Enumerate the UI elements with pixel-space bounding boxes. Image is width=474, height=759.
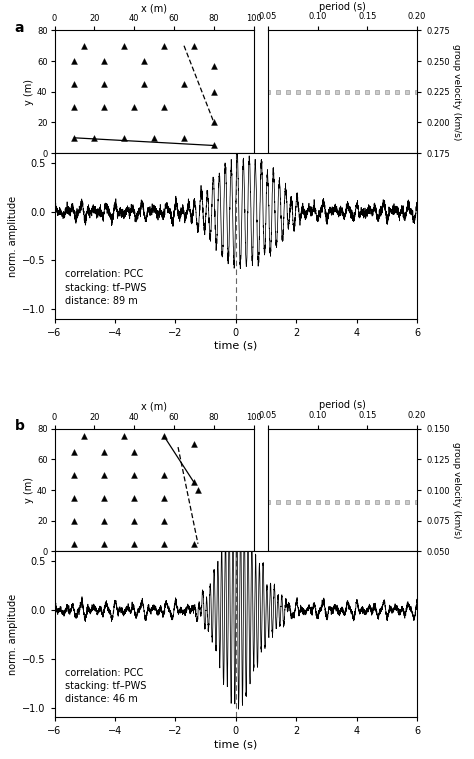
Point xyxy=(71,78,78,90)
Y-axis label: y (m): y (m) xyxy=(24,477,34,503)
Point xyxy=(71,515,78,527)
Point xyxy=(180,132,188,144)
Point xyxy=(71,537,78,550)
Point xyxy=(140,55,148,67)
Point xyxy=(190,537,198,550)
Point xyxy=(120,39,128,52)
Point xyxy=(130,515,138,527)
Point xyxy=(71,132,78,144)
Point xyxy=(130,101,138,113)
X-axis label: x (m): x (m) xyxy=(141,402,167,412)
Point xyxy=(100,446,108,458)
Text: a: a xyxy=(15,20,24,35)
Point xyxy=(160,39,168,52)
Point xyxy=(71,446,78,458)
Point xyxy=(210,116,218,128)
X-axis label: period (s): period (s) xyxy=(319,400,366,410)
Point xyxy=(210,86,218,98)
Point xyxy=(130,492,138,504)
Point xyxy=(140,78,148,90)
Point xyxy=(100,101,108,113)
Point xyxy=(160,101,168,113)
Point xyxy=(130,446,138,458)
Point xyxy=(210,140,218,152)
Y-axis label: norm. amplitude: norm. amplitude xyxy=(8,196,18,276)
Point xyxy=(120,132,128,144)
Point xyxy=(71,468,78,480)
X-axis label: time (s): time (s) xyxy=(214,341,257,351)
Y-axis label: y (m): y (m) xyxy=(24,79,34,105)
Point xyxy=(120,430,128,442)
Point xyxy=(100,515,108,527)
Point xyxy=(100,537,108,550)
Y-axis label: group velocity (km/s): group velocity (km/s) xyxy=(452,442,461,538)
Point xyxy=(180,78,188,90)
Point xyxy=(160,430,168,442)
Y-axis label: group velocity (km/s): group velocity (km/s) xyxy=(452,43,461,140)
Point xyxy=(71,492,78,504)
Point xyxy=(71,55,78,67)
Point xyxy=(100,78,108,90)
Point xyxy=(130,468,138,480)
Point xyxy=(194,484,202,496)
Point xyxy=(130,537,138,550)
Point xyxy=(160,515,168,527)
Y-axis label: norm. amplitude: norm. amplitude xyxy=(8,594,18,675)
X-axis label: x (m): x (m) xyxy=(141,4,167,14)
Point xyxy=(160,537,168,550)
Text: correlation: PCC
stacking: tf–PWS
distance: 89 m: correlation: PCC stacking: tf–PWS distan… xyxy=(65,269,147,306)
Point xyxy=(100,55,108,67)
X-axis label: time (s): time (s) xyxy=(214,739,257,749)
Point xyxy=(91,132,98,144)
Point xyxy=(71,101,78,113)
Point xyxy=(190,39,198,52)
Point xyxy=(81,430,88,442)
Point xyxy=(160,492,168,504)
Point xyxy=(190,438,198,450)
Point xyxy=(100,492,108,504)
Point xyxy=(81,39,88,52)
X-axis label: period (s): period (s) xyxy=(319,2,366,11)
Point xyxy=(210,60,218,72)
Point xyxy=(160,468,168,480)
Point xyxy=(190,477,198,489)
Text: b: b xyxy=(15,419,25,433)
Point xyxy=(100,468,108,480)
Text: correlation: PCC
stacking: tf–PWS
distance: 46 m: correlation: PCC stacking: tf–PWS distan… xyxy=(65,668,147,704)
Point xyxy=(150,132,158,144)
